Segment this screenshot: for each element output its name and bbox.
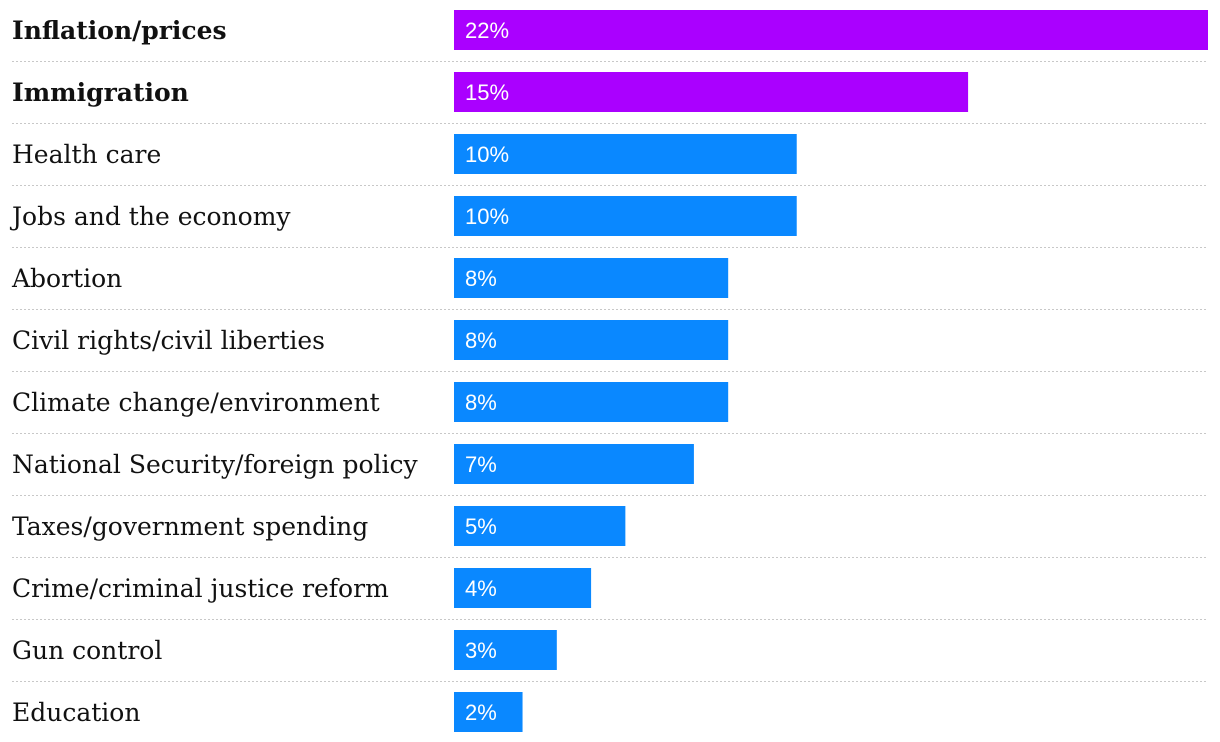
category-label: Climate change/environment xyxy=(12,388,380,417)
category-label: Jobs and the economy xyxy=(9,202,291,231)
value-label: 2% xyxy=(465,700,497,725)
category-label: Immigration xyxy=(12,78,189,107)
bar xyxy=(454,630,557,670)
category-label: Health care xyxy=(12,140,161,169)
category-label: Crime/criminal justice reform xyxy=(12,574,389,603)
category-label: Abortion xyxy=(11,264,122,293)
value-label: 4% xyxy=(465,576,497,601)
value-label: 10% xyxy=(465,204,509,229)
value-label: 8% xyxy=(465,266,497,291)
value-label: 8% xyxy=(465,390,497,415)
value-label: 15% xyxy=(465,80,509,105)
bar xyxy=(454,134,797,174)
value-label: 22% xyxy=(465,18,509,43)
bar xyxy=(454,568,592,608)
bar xyxy=(454,444,694,484)
category-label: National Security/foreign policy xyxy=(12,450,419,479)
bar xyxy=(454,692,523,732)
bar xyxy=(454,320,729,360)
value-label: 10% xyxy=(465,142,509,167)
value-label: 5% xyxy=(465,514,497,539)
value-label: 3% xyxy=(465,638,497,663)
category-label: Civil rights/civil liberties xyxy=(12,326,325,355)
bar xyxy=(454,196,797,236)
value-label: 7% xyxy=(465,452,497,477)
bar xyxy=(454,10,1208,50)
value-label: 8% xyxy=(465,328,497,353)
bar xyxy=(454,72,969,112)
category-label: Inflation/prices xyxy=(12,16,227,45)
category-label: Taxes/government spending xyxy=(12,512,368,541)
category-label: Gun control xyxy=(12,636,162,665)
bar xyxy=(454,506,626,546)
category-label: Education xyxy=(12,698,140,727)
bar xyxy=(454,258,729,298)
bar xyxy=(454,382,729,422)
